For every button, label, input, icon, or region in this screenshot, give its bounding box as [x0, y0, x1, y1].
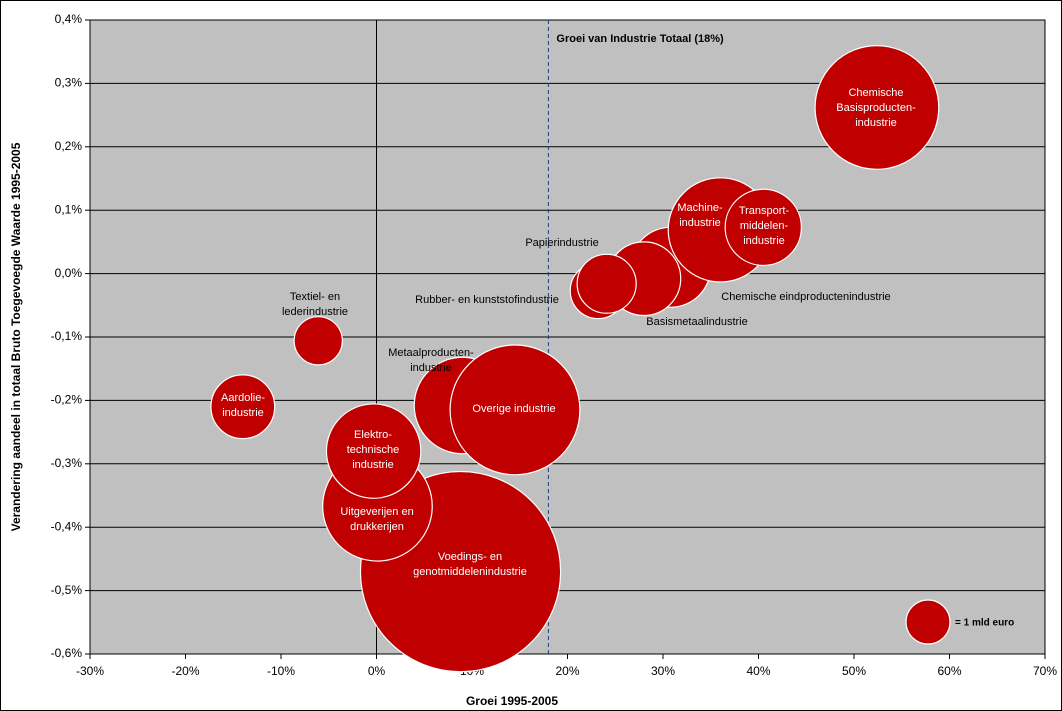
y-tick-label: -0,5%: [51, 583, 83, 597]
bubble: [325, 403, 422, 499]
x-tick-label: 40%: [746, 664, 770, 678]
bubble-label: industrie: [222, 407, 264, 419]
x-tick-label: -20%: [171, 664, 199, 678]
y-axis-title: Verandering aandeel in totaal Bruto Toeg…: [9, 142, 23, 531]
y-tick-label: 0,4%: [55, 12, 83, 26]
x-tick-label: 0%: [368, 664, 386, 678]
bubble-label: Chemische: [848, 87, 903, 99]
bubble-label: industrie: [352, 459, 394, 471]
bubble-label: Voedings- en: [438, 551, 502, 563]
bubble-label: industrie: [410, 362, 452, 374]
bubble-label: genotmiddelenindustrie: [413, 566, 527, 578]
bubble-label: industrie: [743, 235, 785, 247]
bubble-label: Basisproducten-: [836, 102, 916, 114]
bubble-label: middelen-: [740, 220, 789, 232]
bubble: [293, 316, 343, 366]
bubble-label: Machine-: [677, 202, 723, 214]
size-legend-label: = 1 mld euro: [955, 618, 1014, 629]
bubble-label: Rubber- en kunststofindustrie: [415, 294, 559, 306]
bubble-label: technische: [347, 444, 400, 456]
y-tick-label: -0,3%: [51, 456, 83, 470]
bubble-label: Basismetaalindustrie: [646, 316, 748, 328]
y-tick-label: -0,6%: [51, 646, 83, 660]
x-tick-label: -30%: [76, 664, 104, 678]
bubble: [724, 188, 802, 267]
bubble: [576, 253, 637, 314]
bubble-label: Aardolie-: [221, 392, 265, 404]
x-tick-label: 20%: [555, 664, 579, 678]
x-tick-label: 60%: [937, 664, 961, 678]
y-tick-label: -0,2%: [51, 393, 83, 407]
x-tick-label: 50%: [842, 664, 866, 678]
x-tick-label: 30%: [651, 664, 675, 678]
reference-label: Groei van Industrie Totaal (18%): [556, 33, 724, 45]
bubble-label: lederindustrie: [282, 306, 348, 318]
bubble-label: drukkerijen: [350, 521, 404, 533]
y-tick-label: 0,2%: [55, 139, 83, 153]
y-tick-label: 0,0%: [55, 266, 83, 280]
bubble-label: Papierindustrie: [525, 237, 598, 249]
bubble-label: Metaalproducten-: [388, 347, 474, 359]
bubble-label: Textiel- en: [290, 291, 340, 303]
bubble: [210, 374, 276, 440]
bubble-label: industrie: [855, 117, 897, 129]
x-tick-label: 70%: [1033, 664, 1057, 678]
y-tick-label: 0,1%: [55, 202, 83, 216]
bubble: [814, 45, 940, 170]
bubble-label: Elektro-: [354, 429, 392, 441]
bubble-label: industrie: [679, 217, 721, 229]
bubble: [449, 344, 581, 476]
bubble-label: Chemische eindproductenindustrie: [721, 291, 890, 303]
x-axis-title: Groei 1995-2005: [466, 694, 558, 708]
x-tick-label: -10%: [267, 664, 295, 678]
bubble-label: Overige industrie: [472, 403, 555, 415]
y-tick-label: 0,3%: [55, 76, 83, 90]
bubble-label: Uitgeverijen en: [340, 506, 413, 518]
y-tick-label: -0,1%: [51, 329, 83, 343]
size-legend-bubble: [905, 599, 951, 645]
y-tick-label: -0,4%: [51, 519, 83, 533]
bubble-label: Transport-: [739, 205, 790, 217]
